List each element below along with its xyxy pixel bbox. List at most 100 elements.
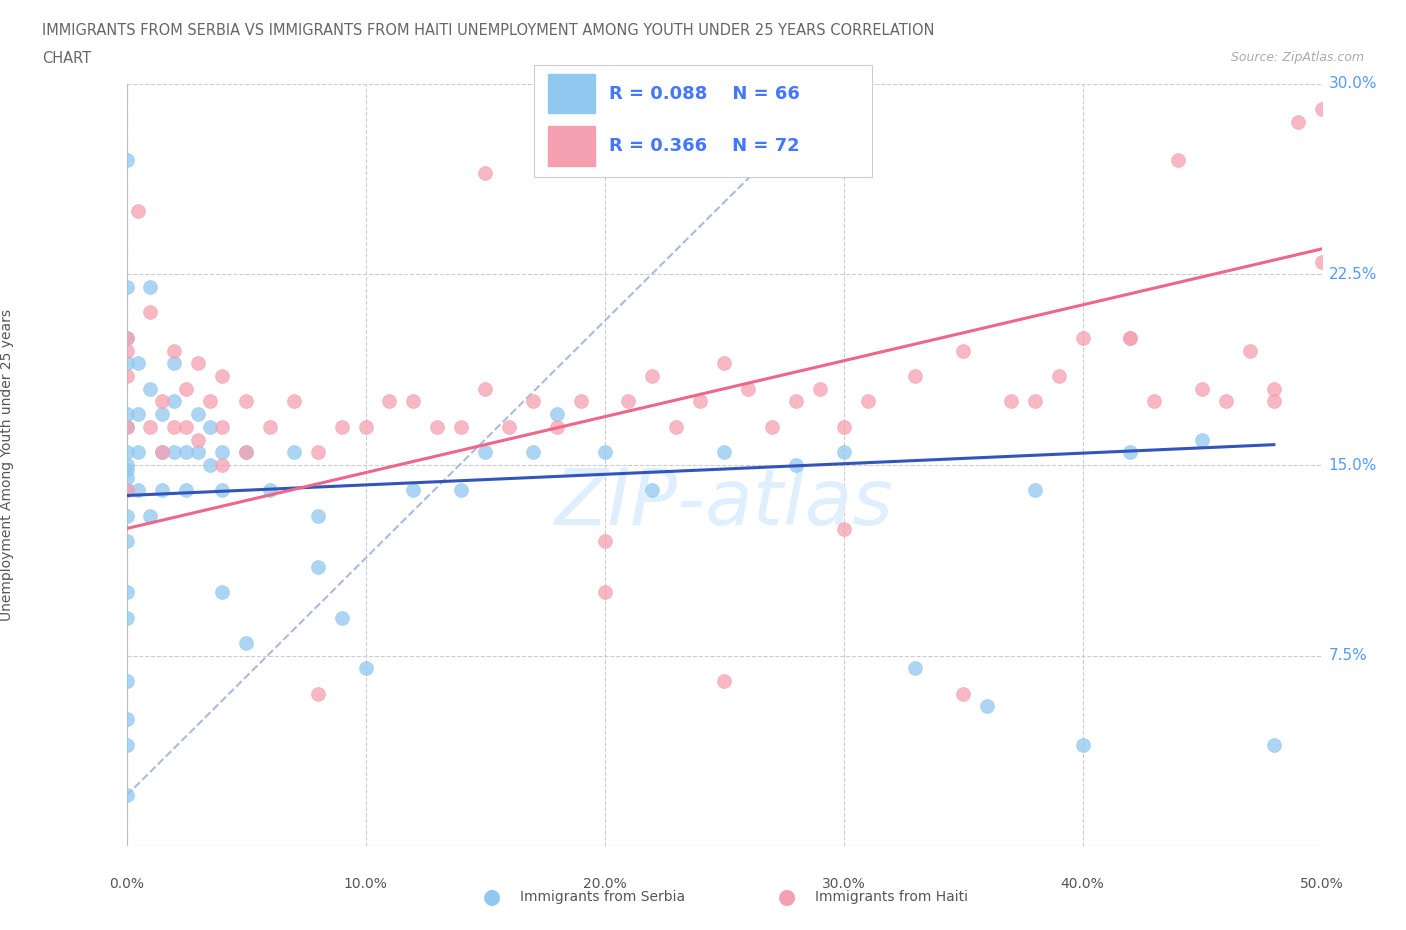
Point <box>163 419 186 434</box>
Point <box>1167 153 1189 167</box>
Point <box>115 509 138 524</box>
Point <box>450 419 472 434</box>
Point <box>832 521 855 536</box>
Point <box>307 686 329 701</box>
Point <box>150 394 174 409</box>
Text: 22.5%: 22.5% <box>1329 267 1378 282</box>
Point <box>307 559 329 574</box>
Text: CHART: CHART <box>42 51 91 66</box>
Text: Immigrants from Haiti: Immigrants from Haiti <box>815 890 969 905</box>
Point <box>127 483 149 498</box>
Point <box>115 788 138 803</box>
Point <box>174 419 197 434</box>
Point <box>569 394 592 409</box>
Point <box>115 419 138 434</box>
Point <box>330 419 353 434</box>
Text: 30.0%: 30.0% <box>1329 76 1378 91</box>
Point <box>187 445 209 459</box>
Point <box>546 419 568 434</box>
Point <box>211 458 233 472</box>
Point <box>713 356 735 371</box>
Point <box>1047 368 1070 383</box>
Text: 40.0%: 40.0% <box>1060 877 1105 891</box>
Point <box>115 153 138 167</box>
Point <box>115 585 138 600</box>
Point <box>259 419 281 434</box>
Point <box>139 509 162 524</box>
Point <box>115 343 138 358</box>
Point <box>785 394 807 409</box>
Point <box>115 445 138 459</box>
Point <box>450 483 472 498</box>
Point <box>522 394 544 409</box>
Point <box>187 432 209 447</box>
Point <box>139 280 162 295</box>
Text: Unemployment Among Youth under 25 years: Unemployment Among Youth under 25 years <box>0 309 14 621</box>
Point <box>115 483 138 498</box>
Text: Immigrants from Serbia: Immigrants from Serbia <box>520 890 685 905</box>
Point <box>713 445 735 459</box>
Text: 50.0%: 50.0% <box>1299 877 1344 891</box>
Point <box>1024 394 1046 409</box>
Point <box>522 445 544 459</box>
Point <box>1191 381 1213 396</box>
Point <box>127 406 149 421</box>
Point <box>593 534 616 549</box>
Point <box>127 356 149 371</box>
Point <box>115 356 138 371</box>
Text: ZIP­atlas: ZIP­atlas <box>554 465 894 541</box>
Point <box>354 419 377 434</box>
Point <box>856 394 879 409</box>
Text: 0.0%: 0.0% <box>110 877 143 891</box>
Text: Source: ZipAtlas.com: Source: ZipAtlas.com <box>1230 51 1364 64</box>
Point <box>1310 101 1333 116</box>
Text: ●: ● <box>484 887 501 908</box>
Point <box>713 673 735 688</box>
Point <box>307 445 329 459</box>
Point <box>1310 254 1333 269</box>
Point <box>593 445 616 459</box>
Point <box>115 711 138 726</box>
Point <box>139 305 162 320</box>
Point <box>115 419 138 434</box>
Point <box>1263 381 1285 396</box>
Point <box>474 381 496 396</box>
Point <box>235 445 257 459</box>
Point <box>211 419 233 434</box>
Point <box>163 356 186 371</box>
Point <box>150 445 174 459</box>
Point <box>904 368 927 383</box>
Point <box>498 419 520 434</box>
Point <box>307 509 329 524</box>
Point <box>115 610 138 625</box>
Point <box>283 394 305 409</box>
Point <box>115 737 138 752</box>
Point <box>174 381 197 396</box>
Point <box>832 419 855 434</box>
Point <box>127 445 149 459</box>
Point <box>115 462 138 477</box>
Point <box>402 483 425 498</box>
Point <box>174 483 197 498</box>
Point <box>689 394 711 409</box>
Point <box>115 280 138 295</box>
Point <box>115 330 138 345</box>
Text: IMMIGRANTS FROM SERBIA VS IMMIGRANTS FROM HAITI UNEMPLOYMENT AMONG YOUTH UNDER 2: IMMIGRANTS FROM SERBIA VS IMMIGRANTS FRO… <box>42 23 935 38</box>
Point <box>150 406 174 421</box>
Text: ●: ● <box>779 887 796 908</box>
Point <box>761 419 783 434</box>
Point <box>211 445 233 459</box>
Point <box>593 585 616 600</box>
Point <box>283 445 305 459</box>
Point <box>235 635 257 650</box>
Point <box>127 204 149 219</box>
Point <box>115 483 138 498</box>
Point <box>115 673 138 688</box>
Point <box>187 356 209 371</box>
Point <box>1263 394 1285 409</box>
Point <box>641 368 664 383</box>
Point <box>163 343 186 358</box>
Point <box>952 686 974 701</box>
Point <box>1191 432 1213 447</box>
Point <box>1000 394 1022 409</box>
